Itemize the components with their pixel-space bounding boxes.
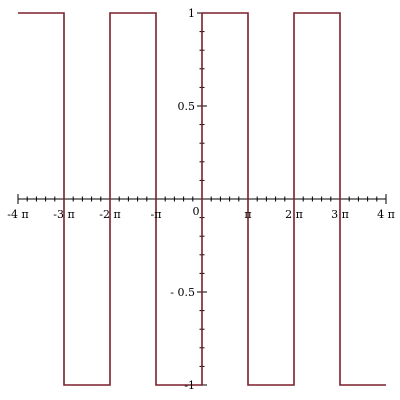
y-tick-label: - 0.5 [170, 286, 195, 299]
series-group [18, 12, 386, 386]
y-tick-label: 0.5 [178, 100, 196, 113]
x-tick-label: -3 π [53, 208, 74, 221]
x-tick-label: 4 π [377, 208, 395, 221]
x-tick-label: -4 π [7, 208, 28, 221]
y-tick-label: 1 [188, 7, 195, 20]
series-line [18, 12, 386, 386]
x-tick-label: 2 π [285, 208, 303, 221]
x-tick-label: -π [151, 208, 162, 221]
tick-labels: -4 π -3 π -2 π -π π 2 π 3 π 4 π 0 1 0.5 - 0.5 -1 [7, 7, 395, 392]
origin-label: 0 [193, 205, 200, 218]
x-tick-label: π [244, 208, 251, 221]
y-tick-label: -1 [184, 379, 195, 392]
x-tick-label: 3 π [331, 208, 349, 221]
x-tick-label: -2 π [99, 208, 120, 221]
